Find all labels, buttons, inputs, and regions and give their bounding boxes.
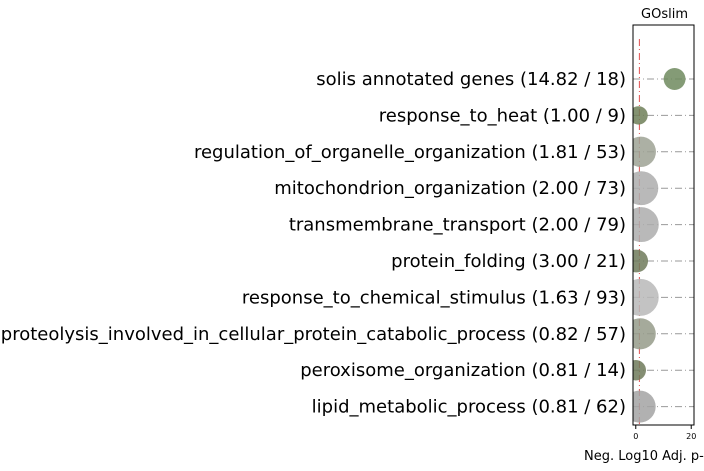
plot-area [632, 24, 695, 426]
data-points [633, 68, 686, 423]
data-point [633, 318, 656, 350]
category-label: mitochondrion_organization (2.00 / 73) [274, 178, 626, 199]
data-point [633, 136, 656, 167]
category-label: proteolysis_involved_in_cellular_protein… [1, 324, 626, 345]
data-point [663, 68, 686, 90]
chart-title: GOslim [641, 7, 688, 22]
data-point [633, 171, 659, 206]
data-point [633, 249, 649, 273]
x-tick-label: 20 [686, 432, 696, 441]
category-label: protein_folding (3.00 / 21) [391, 251, 626, 272]
x-axis-label: Neg. Log10 Adj. p- [584, 449, 704, 464]
category-label: solis annotated genes (14.82 / 18) [316, 69, 626, 90]
data-point [633, 207, 659, 243]
category-label: lipid_metabolic_process (0.81 / 62) [312, 397, 626, 418]
x-axis: 0 20 [633, 425, 696, 441]
category-label: peroxisome_organization (0.81 / 14) [300, 360, 626, 381]
guide-lines [633, 78, 694, 408]
category-label: transmembrane_transport (2.00 / 79) [289, 215, 626, 236]
category-label: response_to_chemical_stimulus (1.63 / 93… [242, 287, 626, 308]
data-point [633, 390, 656, 423]
data-point [633, 359, 647, 381]
data-point [633, 106, 648, 125]
plot-frame [632, 24, 695, 426]
x-tick-label: 0 [633, 432, 638, 441]
category-label: regulation_of_organelle_organization (1.… [194, 142, 626, 163]
data-point [633, 278, 659, 316]
category-labels: solis annotated genes (14.82 / 18) respon… [1, 69, 626, 418]
category-label: response_to_heat (1.00 / 9) [379, 105, 626, 126]
